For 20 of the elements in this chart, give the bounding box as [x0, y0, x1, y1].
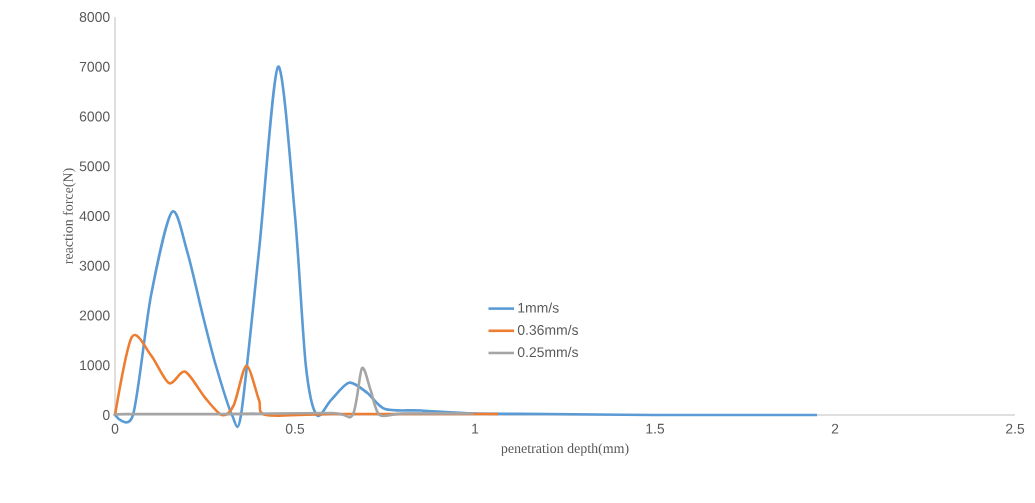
y-tick-label: 6000	[79, 111, 110, 122]
legend-label: 0.25mm/s	[517, 346, 579, 358]
x-tick-label: 1.5	[646, 423, 665, 434]
y-tick-label: 5000	[79, 161, 110, 172]
x-axis-title: penetration depth(mm)	[501, 443, 629, 456]
y-tick-label: 1000	[80, 360, 110, 371]
y-tick-label: 8000	[79, 12, 110, 22]
y-tick-label: 0	[102, 410, 110, 420]
x-tick-label: 2	[831, 423, 839, 434]
x-tick-label: 2.5	[1006, 423, 1025, 434]
y-tick-label: 7000	[79, 61, 110, 72]
legend-label: 1mm/s	[518, 302, 559, 313]
y-tick-label: 3000	[79, 260, 110, 271]
x-tick-label: 1	[472, 423, 479, 434]
legend-label: 0.36mm/s	[517, 324, 579, 335]
y-tick-label: 2000	[79, 310, 110, 321]
x-tick-label: 0	[111, 423, 119, 434]
y-tick-label: 4000	[79, 211, 110, 221]
x-tick-label: 0.5	[285, 423, 305, 434]
y-axis-title: reaction force(N)	[62, 168, 76, 264]
